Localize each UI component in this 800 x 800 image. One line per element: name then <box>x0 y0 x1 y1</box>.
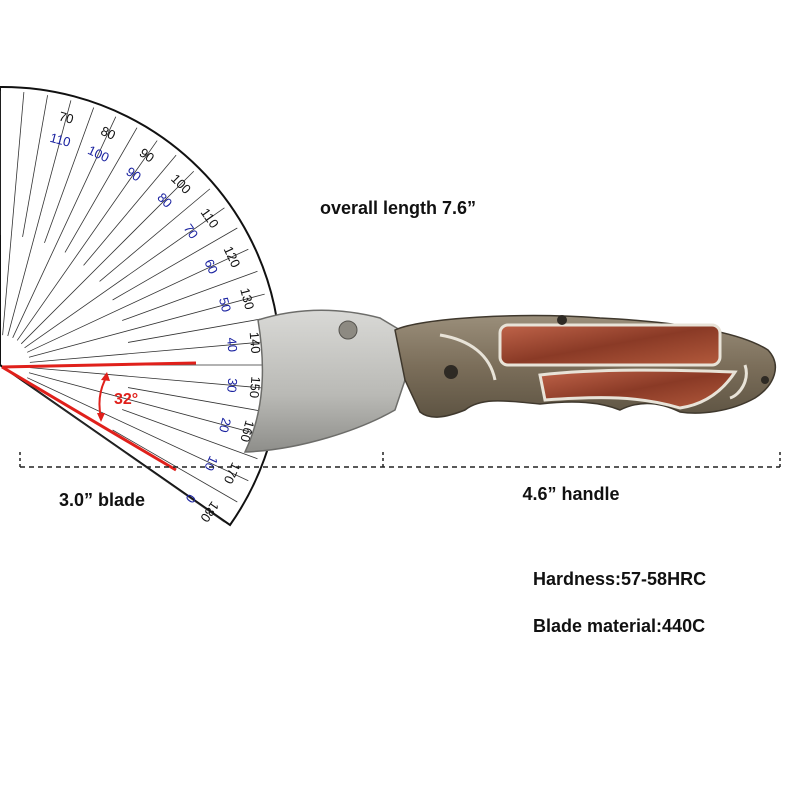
protractor: 7080901001101201301401501601701801101009… <box>0 85 282 527</box>
protractor-label: 130 <box>237 286 257 311</box>
protractor-tick <box>29 367 273 390</box>
protractor-tick <box>7 100 72 337</box>
engraving <box>439 333 748 400</box>
protractor-tick <box>27 248 249 353</box>
protractor-tick <box>28 293 265 358</box>
dimension-lines <box>19 452 781 470</box>
protractor-label: 40 <box>224 337 240 353</box>
angle-line <box>1 365 177 472</box>
protractor-tick <box>122 409 258 460</box>
protractor-tick <box>112 227 238 301</box>
protractor-tick <box>24 381 225 523</box>
protractor-label: 50 <box>216 296 234 314</box>
handle-length: 4.6” handle <box>522 484 619 504</box>
protractor-tick <box>2 92 25 336</box>
screw <box>761 376 769 384</box>
protractor-tick <box>64 127 138 253</box>
blade-material: Blade material:440C <box>533 616 705 636</box>
angle-line <box>1 361 197 369</box>
protractor-tick <box>29 340 273 363</box>
angle-label: 32° <box>114 391 138 408</box>
screw <box>557 315 567 325</box>
protractor-tick <box>112 429 238 503</box>
protractor-label: 70 <box>181 221 202 241</box>
protractor-tick <box>44 107 95 243</box>
blade-length: 3.0” blade <box>59 490 145 510</box>
protractor-label: 110 <box>48 130 72 150</box>
protractor-label: 90 <box>137 145 157 166</box>
protractor-tick <box>27 377 249 482</box>
pivot <box>444 365 458 379</box>
protractor-tick <box>28 372 265 437</box>
protractor-label: 140 <box>247 331 264 354</box>
protractor-label: 150 <box>247 376 264 399</box>
protractor-tick <box>83 154 177 266</box>
hardness: Hardness:57-58HRC <box>533 569 706 589</box>
protractor-tick <box>127 317 270 343</box>
protractor-tick <box>16 140 158 341</box>
protractor-label: 80 <box>98 123 117 143</box>
protractor-tick <box>122 270 258 321</box>
protractor-tick <box>127 387 270 413</box>
protractor-label: 20 <box>216 416 234 434</box>
protractor-label: 30 <box>224 377 240 393</box>
protractor-tick <box>20 170 195 345</box>
protractor-tick <box>22 95 48 238</box>
protractor-tick <box>99 188 211 282</box>
overall-length: overall length 7.6” <box>320 198 476 218</box>
protractor-label: 60 <box>201 257 221 276</box>
protractor-label: 10 <box>201 454 221 473</box>
protractor-tick <box>24 207 225 349</box>
protractor-label: 70 <box>57 109 75 127</box>
wood-inlay <box>538 368 738 410</box>
thumb-stud <box>338 320 358 340</box>
protractor-tick <box>12 116 117 338</box>
protractor-label: 90 <box>123 164 143 185</box>
wood-inlay <box>498 323 722 367</box>
blade <box>243 309 411 453</box>
